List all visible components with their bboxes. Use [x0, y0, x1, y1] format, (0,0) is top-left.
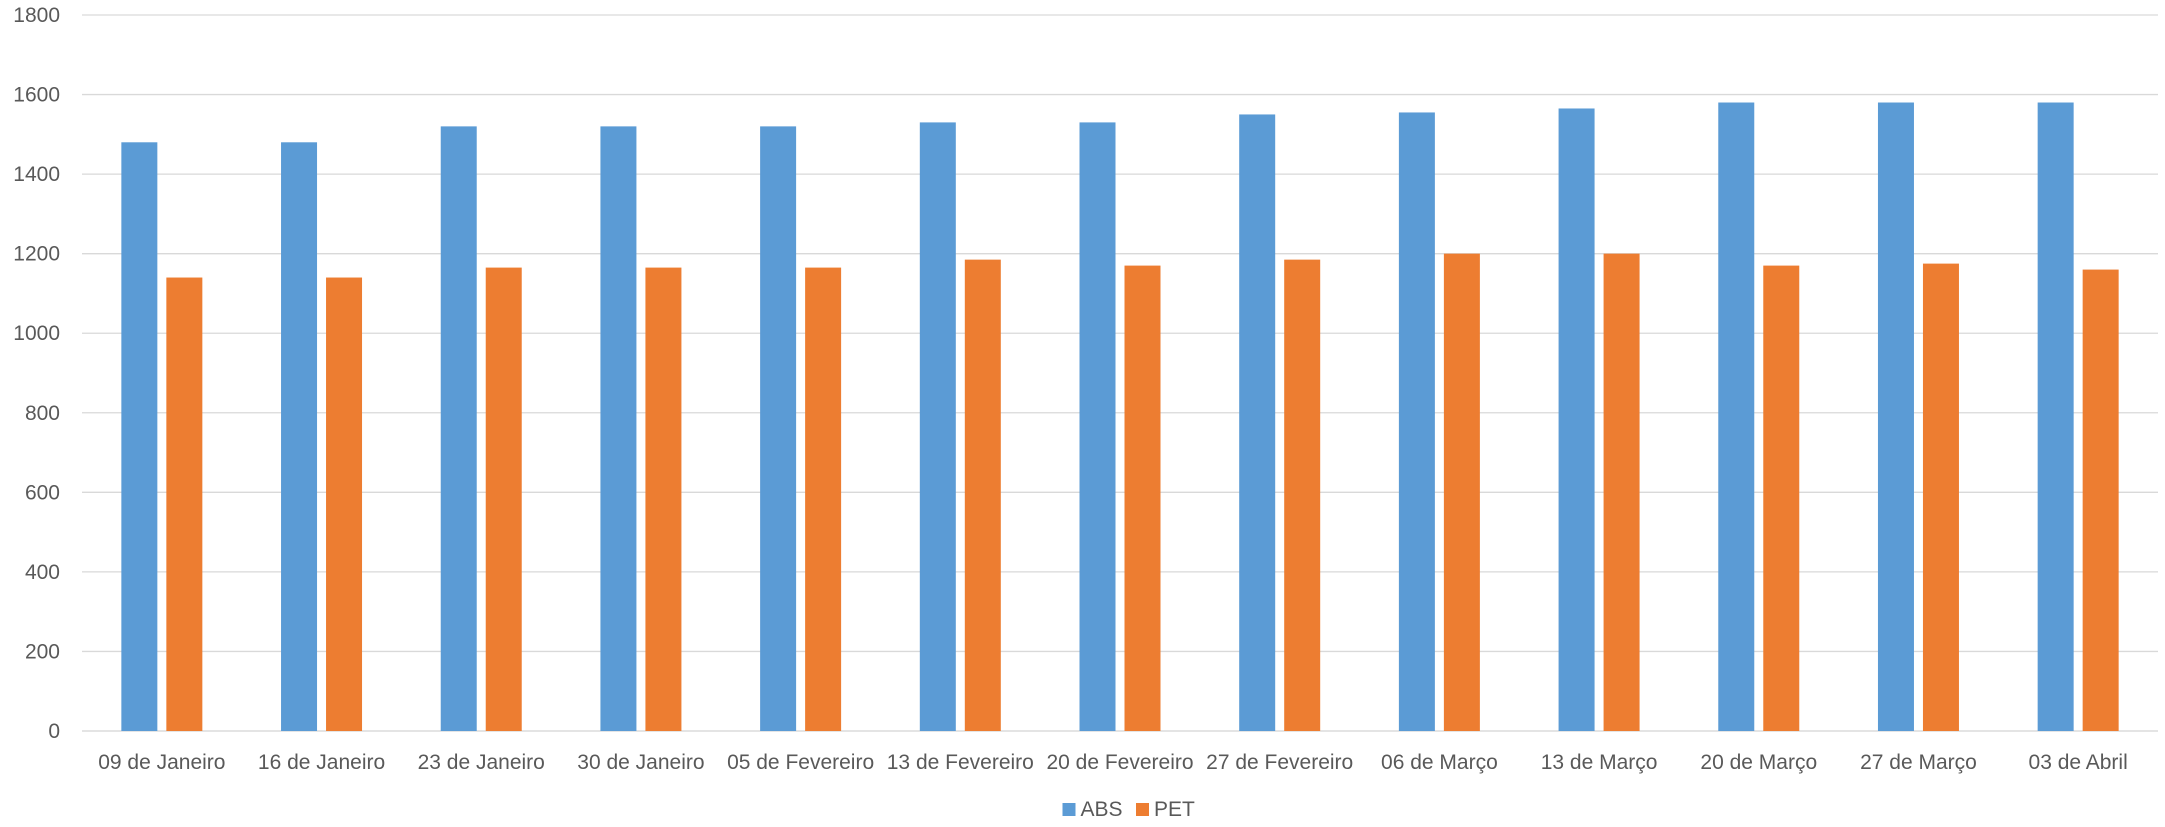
bar-abs [121, 142, 158, 732]
y-tick-label: 1200 [13, 243, 60, 266]
x-tick-label: 16 de Janeiro [258, 751, 385, 774]
x-tick-label: 03 de Abril [2029, 751, 2128, 774]
legend[interactable]: ABS PET [1062, 798, 1196, 821]
legend-swatch [1136, 803, 1149, 816]
bar-pet [2082, 269, 2119, 731]
x-tick-label: 27 de Fevereiro [1206, 751, 1353, 774]
bar-pet [1603, 253, 1640, 731]
x-tick-label: 30 de Janeiro [577, 751, 704, 774]
bar-abs [760, 126, 797, 731]
y-tick-label: 600 [25, 481, 60, 504]
bar-abs [1718, 102, 1755, 731]
x-axis-tick-labels: 09 de Janeiro 16 de Janeiro 23 de Janeiro 3… [98, 751, 2128, 774]
bars [121, 102, 2119, 732]
bar-abs [1558, 108, 1595, 731]
gridlines [82, 14, 2158, 732]
x-tick-label: 13 de Março [1541, 751, 1658, 774]
legend-label: ABS [1081, 798, 1123, 821]
x-tick-label: 27 de Março [1860, 751, 1977, 774]
bar-abs [1398, 112, 1435, 731]
bar-abs [1239, 114, 1276, 731]
bar-abs [2037, 102, 2074, 731]
y-tick-label: 1600 [13, 84, 60, 107]
y-tick-label: 400 [25, 561, 60, 584]
y-axis-tick-labels: 0 200 400 600 800 1000 1200 1400 1600 1800 [13, 4, 60, 743]
y-tick-label: 0 [48, 720, 60, 743]
x-tick-label: 05 de Fevereiro [727, 751, 874, 774]
bar-pet [964, 259, 1001, 731]
bar-pet [805, 267, 842, 731]
bar-pet [1124, 265, 1161, 731]
bar-pet [166, 277, 203, 731]
x-tick-label: 20 de Fevereiro [1046, 751, 1193, 774]
x-tick-label: 23 de Janeiro [418, 751, 545, 774]
x-tick-label: 13 de Fevereiro [887, 751, 1034, 774]
legend-swatch [1062, 803, 1076, 816]
bar-abs [1877, 102, 1914, 731]
bar-pet [1922, 263, 1959, 731]
bar-abs [919, 122, 956, 731]
bar-abs [600, 126, 637, 731]
x-tick-label: 06 de Março [1381, 751, 1498, 774]
y-tick-label: 800 [25, 402, 60, 425]
bar-pet [485, 267, 522, 731]
bar-pet [1443, 253, 1480, 731]
y-tick-label: 1800 [13, 4, 60, 27]
x-tick-label: 09 de Janeiro [98, 751, 225, 774]
bar-abs [440, 126, 477, 731]
y-tick-label: 200 [25, 640, 60, 663]
y-tick-label: 1000 [13, 322, 60, 345]
bar-abs [281, 142, 318, 732]
x-tick-label: 20 de Março [1700, 751, 1817, 774]
bar-pet [326, 277, 363, 731]
bar-pet [645, 267, 682, 731]
legend-label: PET [1154, 798, 1195, 821]
bar-abs [1079, 122, 1116, 731]
y-tick-label: 1400 [13, 163, 60, 186]
legend-item-pet[interactable]: PET [1136, 798, 1195, 821]
legend-item-abs[interactable]: ABS [1062, 798, 1123, 821]
bar-pet [1763, 265, 1800, 731]
bar-pet [1284, 259, 1321, 731]
